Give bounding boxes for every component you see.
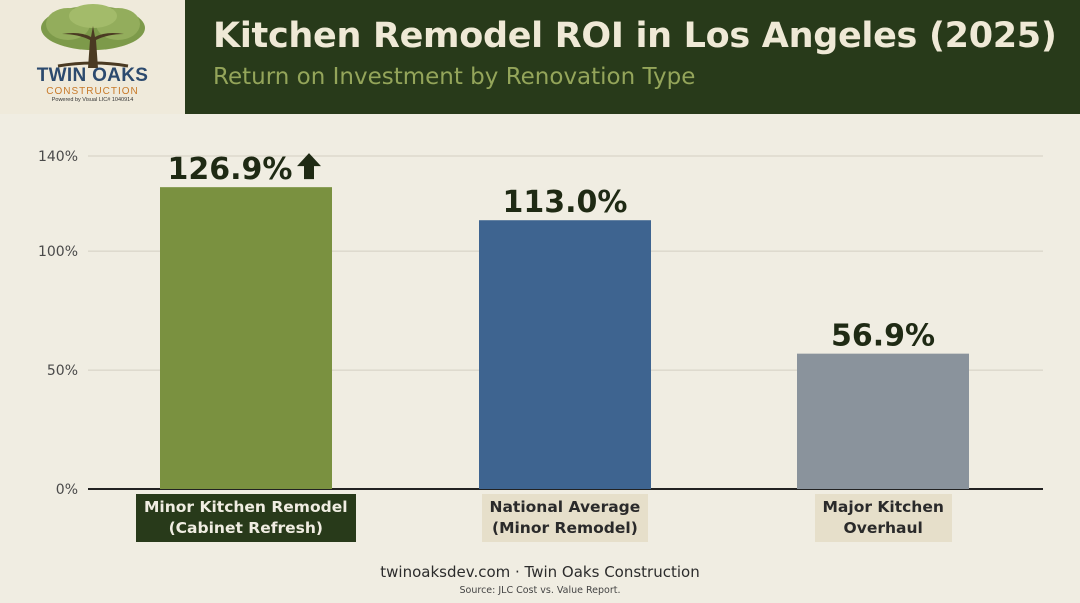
- logo: TWIN OAKS CONSTRUCTION Powered by Visual…: [0, 0, 185, 114]
- header-banner: TWIN OAKS CONSTRUCTION Powered by Visual…: [0, 0, 1080, 114]
- bar: [479, 220, 651, 489]
- oak-tree-icon: [41, 4, 145, 68]
- bar-value-label: 113.0%: [503, 185, 628, 220]
- logo-license: Powered by Visual LIC# 1040914: [51, 97, 134, 103]
- chart-data-labels: 126.9% 113.0% 56.9%: [168, 152, 936, 353]
- page-title: Kitchen Remodel ROI in Los Angeles (2025…: [213, 16, 1057, 56]
- y-tick-label: 50%: [47, 363, 78, 379]
- category-label: National Average (Minor Remodel): [481, 494, 649, 542]
- category-label: Major Kitchen Overhaul: [814, 494, 952, 542]
- up-arrow-icon: [297, 153, 321, 180]
- footer-site: twinoaksdev.com · Twin Oaks Construction: [380, 563, 700, 581]
- footer-source: Source: JLC Cost vs. Value Report.: [459, 585, 621, 596]
- bar-value-label: 56.9%: [831, 319, 935, 354]
- logo-subtitle: CONSTRUCTION: [46, 86, 139, 97]
- y-tick-label: 100%: [38, 244, 78, 260]
- category-label: Minor Kitchen Remodel (Cabinet Refresh): [136, 494, 356, 542]
- y-tick-label: 140%: [38, 149, 78, 165]
- chart-bars: [160, 187, 969, 489]
- bar-value-label: 126.9%: [168, 152, 293, 187]
- page-subtitle: Return on Investment by Renovation Type: [213, 64, 696, 90]
- bar: [797, 353, 969, 489]
- logo-name: TWIN OAKS: [36, 65, 149, 86]
- y-tick-label: 0%: [56, 482, 78, 498]
- bar: [160, 187, 332, 489]
